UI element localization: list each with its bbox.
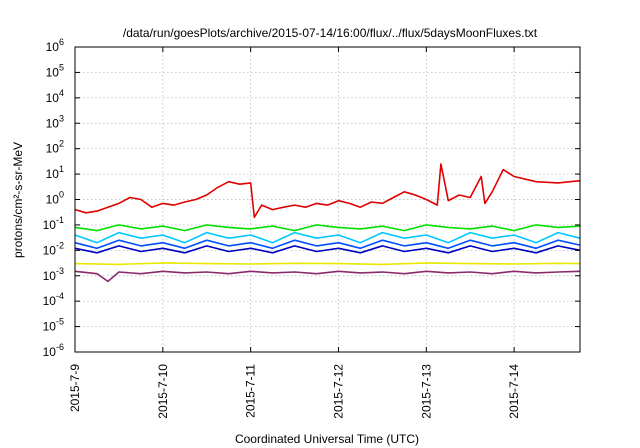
y-tick-base: 10: [43, 320, 57, 334]
x-tick-label: 2015-7-11: [244, 364, 258, 418]
y-tick-exponent: 2: [59, 139, 64, 149]
y-tick-label: 10-5: [43, 317, 64, 334]
y-tick-exponent: -2: [56, 240, 64, 250]
y-tick-exponent: -6: [56, 342, 64, 352]
x-tick-label: 2015-7-13: [419, 364, 433, 419]
series-line-2: [74, 224, 581, 232]
series-line-3: [74, 231, 581, 244]
x-tick-label: 2015-7-10: [156, 364, 170, 419]
y-tick-base: 10: [46, 65, 60, 79]
y-tick-base: 10: [46, 167, 60, 181]
y-tick-label: 103: [46, 113, 64, 130]
y-tick-exponent: 5: [59, 62, 64, 72]
y-tick-base: 10: [46, 116, 60, 130]
y-tick-base: 10: [43, 269, 57, 283]
y-tick-label: 10-2: [43, 240, 64, 257]
y-tick-label: 10-1: [43, 215, 64, 232]
y-tick-label: 104: [46, 88, 64, 105]
y-tick-base: 10: [46, 193, 60, 207]
y-tick-base: 10: [43, 345, 57, 359]
series-line-5: [74, 245, 581, 254]
grid: [74, 46, 580, 353]
y-tick-base: 10: [46, 142, 60, 156]
y-tick-label: 102: [46, 139, 64, 156]
y-tick-label: 10-3: [43, 266, 64, 283]
y-axis-label: protons/cm²-s-sr-MeV: [11, 142, 25, 258]
y-tick-base: 10: [43, 294, 57, 308]
series-layer: [74, 163, 581, 283]
y-tick-label: 10-6: [43, 342, 64, 359]
x-tick-label: 2015-7-9: [68, 364, 82, 412]
y-tick-exponent: -3: [56, 266, 64, 276]
chart-title: /data/run/goesPlots/archive/2015-07-14/1…: [123, 26, 538, 40]
y-tick-base: 10: [43, 243, 57, 257]
y-tick-label: 106: [46, 37, 64, 54]
series-line-7: [74, 270, 581, 283]
series-line-4: [74, 239, 581, 250]
series-line-6: [74, 262, 581, 266]
y-tick-base: 10: [46, 40, 60, 54]
y-tick-label: 100: [46, 190, 64, 207]
y-tick-label: 101: [46, 164, 64, 181]
y-tick-exponent: 6: [59, 37, 64, 47]
y-tick-label: 105: [46, 62, 64, 79]
x-axis-label: Coordinated Universal Time (UTC): [235, 432, 419, 446]
y-tick-base: 10: [43, 218, 57, 232]
series-line-1: [74, 163, 581, 219]
y-tick-exponent: -1: [56, 215, 64, 225]
x-tick-label: 2015-7-14: [507, 364, 521, 419]
y-tick-base: 10: [46, 91, 60, 105]
y-tick-exponent: 0: [59, 190, 64, 200]
x-tick-label: 2015-7-12: [331, 364, 345, 419]
x-tick-labels: 2015-7-9 2015-7-10 2015-7-11 2015-7-12 2015-…: [68, 364, 521, 419]
y-tick-labels: 10-610-510-410-310-210-11001011021031041…: [43, 37, 64, 359]
y-tick-exponent: -4: [56, 291, 64, 301]
y-tick-exponent: 4: [59, 88, 64, 98]
y-tick-exponent: 3: [59, 113, 64, 123]
y-tick-exponent: -5: [56, 317, 64, 327]
y-tick-label: 10-4: [43, 291, 64, 308]
y-tick-exponent: 1: [59, 164, 64, 174]
ticks: [74, 46, 580, 353]
